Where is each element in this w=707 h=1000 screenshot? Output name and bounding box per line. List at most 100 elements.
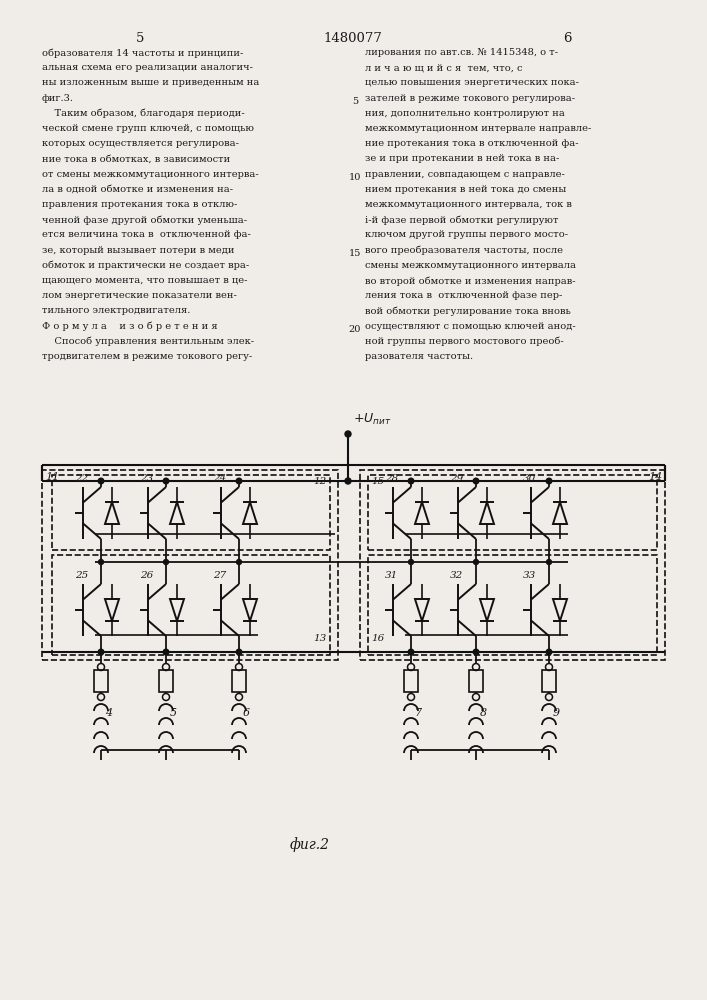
Text: Способ управления вентильным элек-: Способ управления вентильным элек- [42, 337, 254, 346]
Circle shape [236, 649, 242, 655]
Circle shape [408, 649, 414, 655]
Circle shape [547, 560, 551, 564]
Text: межкоммутационном интервале направле-: межкоммутационном интервале направле- [365, 124, 591, 133]
Text: лом энергетические показатели вен-: лом энергетические показатели вен- [42, 291, 237, 300]
Text: 4: 4 [105, 708, 112, 718]
Text: Ф о р м у л а    и з о б р е т е н и я: Ф о р м у л а и з о б р е т е н и я [42, 322, 218, 331]
Circle shape [345, 478, 351, 484]
Bar [232, 670, 246, 692]
Text: 10: 10 [349, 173, 361, 182]
Bar [360, 470, 665, 660]
Text: осуществляют с помощью ключей анод-: осуществляют с помощью ключей анод- [365, 322, 575, 331]
Text: тродвигателем в режиме токового регу-: тродвигателем в режиме токового регу- [42, 352, 252, 361]
Bar [42, 470, 338, 660]
Circle shape [547, 649, 551, 655]
Text: ется величина тока в  отключенной фа-: ется величина тока в отключенной фа- [42, 230, 251, 239]
Text: ной группы первого мостового преоб-: ной группы первого мостового преоб- [365, 337, 563, 346]
Circle shape [98, 649, 104, 655]
Circle shape [163, 478, 169, 484]
Text: 32: 32 [450, 571, 463, 580]
Text: которых осуществляется регулирова-: которых осуществляется регулирова- [42, 139, 239, 148]
Bar [159, 670, 173, 692]
Bar [368, 475, 657, 550]
Text: от смены межкоммутационного интерва-: от смены межкоммутационного интерва- [42, 170, 259, 179]
Circle shape [236, 478, 242, 484]
Text: зе и при протекании в ней тока в на-: зе и при протекании в ней тока в на- [365, 154, 559, 163]
Text: лирования по авт.св. № 1415348, о т-: лирования по авт.св. № 1415348, о т- [365, 48, 558, 57]
Text: ны изложенным выше и приведенным на: ны изложенным выше и приведенным на [42, 78, 259, 87]
Circle shape [409, 560, 414, 564]
Bar [404, 670, 418, 692]
Text: 16: 16 [371, 634, 384, 643]
Text: 30: 30 [523, 474, 536, 483]
Circle shape [547, 478, 551, 484]
Text: 5: 5 [352, 97, 358, 106]
Text: зе, который вызывает потери в меди: зе, который вызывает потери в меди [42, 246, 235, 255]
Text: 15: 15 [371, 477, 384, 486]
Text: 20: 20 [349, 325, 361, 334]
Text: ченной фазе другой обмотки уменьша-: ченной фазе другой обмотки уменьша- [42, 215, 247, 225]
Text: 5: 5 [170, 708, 177, 718]
Circle shape [345, 431, 351, 437]
Text: нием протекания в ней тока до смены: нием протекания в ней тока до смены [365, 185, 566, 194]
Circle shape [474, 560, 479, 564]
Text: ния, дополнительно контролируют на: ния, дополнительно контролируют на [365, 109, 565, 118]
Text: ления тока в  отключенной фазе пер-: ления тока в отключенной фазе пер- [365, 291, 562, 300]
Text: ческой смене групп ключей, с помощью: ческой смене групп ключей, с помощью [42, 124, 254, 133]
Text: 29: 29 [450, 474, 463, 483]
Text: ние тока в обмотках, в зависимости: ние тока в обмотках, в зависимости [42, 154, 230, 163]
Text: 31: 31 [385, 571, 398, 580]
Text: зателей в режиме токового регулирова-: зателей в режиме токового регулирова- [365, 94, 575, 103]
Text: вой обмотки регулирование тока вновь: вой обмотки регулирование тока вновь [365, 306, 571, 316]
Text: 13: 13 [314, 634, 327, 643]
Text: Таким образом, благодаря периоди-: Таким образом, благодаря периоди- [42, 109, 245, 118]
Text: обмоток и практически не создает вра-: обмоток и практически не создает вра- [42, 261, 250, 270]
Text: 15: 15 [349, 249, 361, 258]
Text: 1480077: 1480077 [324, 32, 382, 45]
Text: образователя 14 частоты и принципи-: образователя 14 частоты и принципи- [42, 48, 243, 57]
Text: 6: 6 [563, 32, 571, 45]
Text: межкоммутационного интервала, ток в: межкоммутационного интервала, ток в [365, 200, 572, 209]
Text: ключом другой группы первого мосто-: ключом другой группы первого мосто- [365, 230, 568, 239]
Circle shape [237, 560, 242, 564]
Text: 33: 33 [523, 571, 536, 580]
Circle shape [473, 478, 479, 484]
Text: смены межкоммутационного интервала: смены межкоммутационного интервала [365, 261, 576, 270]
Text: 12: 12 [314, 477, 327, 486]
Text: 6: 6 [243, 708, 250, 718]
Text: 25: 25 [75, 571, 88, 580]
Text: 23: 23 [140, 474, 153, 483]
Bar [94, 670, 108, 692]
Text: фиг.3.: фиг.3. [42, 94, 74, 103]
Circle shape [98, 560, 103, 564]
Text: 8: 8 [480, 708, 487, 718]
Text: 27: 27 [213, 571, 226, 580]
Circle shape [163, 560, 168, 564]
Text: 24: 24 [213, 474, 226, 483]
Text: во второй обмотке и изменения направ-: во второй обмотке и изменения направ- [365, 276, 575, 286]
Text: 22: 22 [75, 474, 88, 483]
Text: i-й фазе первой обмотки регулируют: i-й фазе первой обмотки регулируют [365, 215, 559, 225]
Text: 14: 14 [648, 472, 662, 482]
Text: вого преобразователя частоты, после: вого преобразователя частоты, после [365, 246, 563, 255]
Text: $+U_{пит}$: $+U_{пит}$ [353, 412, 392, 427]
Text: 5: 5 [136, 32, 144, 45]
Bar [542, 670, 556, 692]
Text: щающего момента, что повышает в це-: щающего момента, что повышает в це- [42, 276, 247, 285]
Text: фиг.2: фиг.2 [290, 838, 330, 852]
Text: ла в одной обмотке и изменения на-: ла в одной обмотке и изменения на- [42, 185, 233, 194]
Text: л и ч а ю щ и й с я  тем, что, с: л и ч а ю щ и й с я тем, что, с [365, 63, 522, 72]
Circle shape [408, 478, 414, 484]
Text: целью повышения энергетических пока-: целью повышения энергетических пока- [365, 78, 579, 87]
Bar [368, 555, 657, 655]
Text: 9: 9 [553, 708, 560, 718]
Bar [52, 475, 330, 550]
Text: 7: 7 [415, 708, 422, 718]
Text: тильного электродвигателя.: тильного электродвигателя. [42, 306, 190, 315]
Circle shape [98, 478, 104, 484]
Text: правления протекания тока в отклю-: правления протекания тока в отклю- [42, 200, 238, 209]
Text: 11: 11 [45, 472, 59, 482]
Bar [52, 555, 330, 655]
Text: 26: 26 [140, 571, 153, 580]
Text: 28: 28 [385, 474, 398, 483]
